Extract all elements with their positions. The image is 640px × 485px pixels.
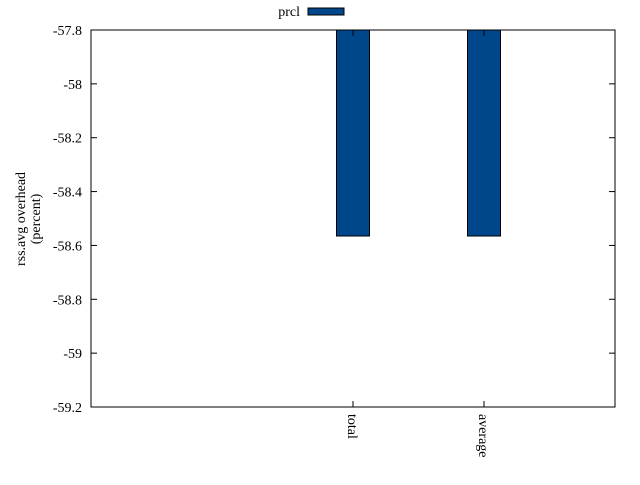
y-tick-label: -58.8 <box>53 293 82 308</box>
x-tick-label-average: average <box>475 414 490 458</box>
plot-frame <box>90 29 616 408</box>
bar-average <box>467 29 501 237</box>
y-tick-label: -59.2 <box>53 401 82 416</box>
legend-label-prcl: prcl <box>278 5 300 20</box>
bar-total <box>336 29 370 237</box>
legend: prcl <box>278 5 345 20</box>
y-tick-label: -59 <box>63 347 82 362</box>
y-tick-label: -58.4 <box>53 186 82 201</box>
y-axis-label-line-1: rss.avg overhead <box>14 172 29 266</box>
y-tick-label: -58.6 <box>53 239 82 254</box>
legend-swatch-prcl <box>307 7 345 16</box>
plot-area: total average -57.8 -58 -58.2 -58.4 -58.6 -58.8… <box>53 24 616 458</box>
y-tick-label: -57.8 <box>53 24 82 39</box>
x-tick-label-total: total <box>344 414 359 439</box>
y-tick-label: -58 <box>63 78 82 93</box>
y-axis-label: rss.avg overhead (percent) <box>14 172 44 266</box>
y-tick-label: -58.2 <box>53 132 82 147</box>
y-axis-label-line-2: (percent) <box>29 193 44 244</box>
